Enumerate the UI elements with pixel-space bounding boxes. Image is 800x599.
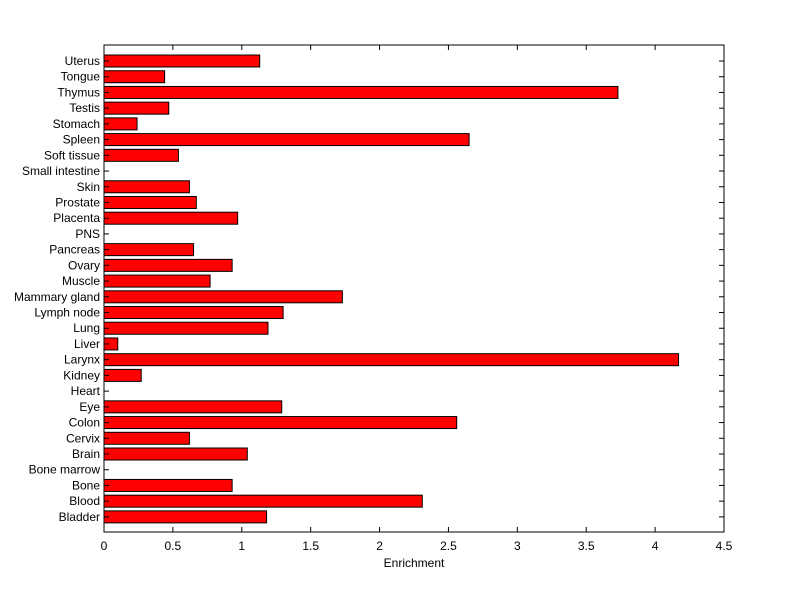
category-label: Lung: [73, 321, 100, 335]
bar-pancreas: [103, 243, 195, 257]
bar-muscle: [103, 274, 211, 288]
bar-testis: [103, 101, 170, 115]
category-label: Pancreas: [49, 243, 100, 257]
x-tick-label: 4: [652, 539, 659, 553]
category-label: Prostate: [55, 195, 100, 209]
bar-blood: [103, 494, 423, 508]
bar-soft-tissue: [103, 148, 179, 162]
bar-mammary-gland: [103, 290, 343, 304]
bar-lymph-node: [103, 306, 284, 320]
bar-lung: [103, 321, 269, 335]
bar-bone: [103, 478, 233, 492]
x-tick-label: 2.5: [440, 539, 457, 553]
bar-tongue: [103, 70, 166, 84]
category-label: Lymph node: [34, 306, 100, 320]
bar-colon: [103, 416, 458, 430]
bar-cervix: [103, 431, 190, 445]
category-label: Larynx: [64, 353, 100, 367]
category-label: Cervix: [66, 431, 100, 445]
bar-kidney: [103, 368, 142, 382]
category-label: Brain: [72, 447, 100, 461]
category-label: Bone: [72, 478, 100, 492]
category-label: Skin: [77, 180, 100, 194]
x-tick-label: 3: [514, 539, 521, 553]
x-ticks-group: 0 0.5 1 1.5 2 2.5 3 3.5 4 4.5: [101, 45, 733, 553]
category-label: Eye: [79, 400, 100, 414]
category-label: Ovary: [68, 258, 100, 272]
x-tick-label: 4.5: [716, 539, 733, 553]
x-tick-label: 2: [376, 539, 383, 553]
bar-placenta: [103, 211, 239, 225]
bar-eye: [103, 400, 283, 414]
category-label: PNS: [75, 227, 100, 241]
bar-thymus: [103, 85, 619, 99]
category-label: Blood: [69, 494, 100, 508]
x-tick-label: 1: [238, 539, 245, 553]
x-tick-label: 1.5: [302, 539, 319, 553]
bar-bladder: [103, 510, 268, 524]
category-label: Mammary gland: [14, 290, 100, 304]
category-label: Placenta: [53, 211, 100, 225]
category-label: Stomach: [53, 117, 100, 131]
category-label: Small intestine: [22, 164, 100, 178]
category-label: Soft tissue: [44, 148, 100, 162]
category-label: Colon: [69, 416, 100, 430]
bar-larynx: [103, 353, 680, 367]
bar-ovary: [103, 258, 233, 272]
category-label: Thymus: [57, 85, 100, 99]
bars-group: [103, 54, 680, 524]
category-label: Tongue: [61, 70, 101, 84]
bar-skin: [103, 180, 190, 194]
category-label: Spleen: [63, 133, 100, 147]
category-label: Heart: [71, 384, 101, 398]
category-label: Testis: [69, 101, 100, 115]
category-label: Uterus: [65, 54, 100, 68]
category-label: Kidney: [63, 368, 100, 382]
bar-uterus: [103, 54, 261, 68]
x-tick-label: 0.5: [165, 539, 182, 553]
bar-spleen: [103, 133, 470, 147]
x-tick-label: 3.5: [578, 539, 595, 553]
category-label: Muscle: [62, 274, 100, 288]
category-label: Bladder: [59, 510, 100, 524]
x-tick-label: 0: [101, 539, 108, 553]
x-axis-label: Enrichment: [384, 556, 445, 570]
category-label: Bone marrow: [29, 463, 101, 477]
category-label: Liver: [74, 337, 100, 351]
bar-brain: [103, 447, 248, 461]
bar-prostate: [103, 195, 197, 209]
